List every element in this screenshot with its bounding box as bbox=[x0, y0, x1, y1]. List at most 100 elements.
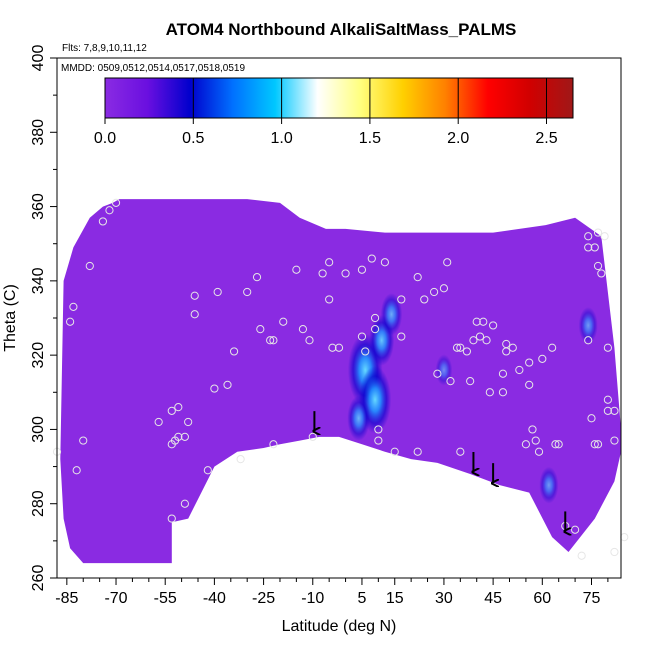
sample-point bbox=[610, 547, 619, 557]
sample-point bbox=[370, 325, 380, 334]
sample-point bbox=[252, 273, 262, 282]
sample-point bbox=[111, 198, 121, 207]
sample-point bbox=[390, 447, 399, 456]
y-tick-label: 400 bbox=[30, 45, 47, 72]
x-tick-label: -70 bbox=[104, 590, 127, 607]
sample-point bbox=[593, 261, 603, 271]
colorbar-bar bbox=[104, 77, 574, 119]
sample-point bbox=[479, 317, 488, 326]
sample-point bbox=[525, 358, 534, 367]
sample-point bbox=[190, 291, 199, 300]
sample-point bbox=[328, 343, 337, 352]
mmdd-label: MMDD: 0509,0512,0514,0517,0518,0519 bbox=[61, 63, 245, 74]
hotspot-3 bbox=[347, 395, 371, 441]
sample-point bbox=[413, 273, 422, 282]
sample-point bbox=[85, 261, 94, 271]
sample-point bbox=[489, 321, 498, 330]
y-tick-label: 360 bbox=[30, 193, 47, 220]
sample-point bbox=[452, 343, 462, 352]
sample-point bbox=[66, 317, 75, 326]
sample-point bbox=[357, 332, 367, 341]
sample-point bbox=[325, 295, 334, 304]
sample-point bbox=[184, 417, 193, 427]
y-tick-label: 280 bbox=[30, 490, 47, 517]
sample-point bbox=[279, 317, 288, 326]
sample-point bbox=[334, 343, 344, 352]
sample-point bbox=[190, 310, 199, 319]
sample-point bbox=[521, 440, 531, 449]
sample-point bbox=[584, 232, 593, 241]
sample-point bbox=[229, 347, 239, 356]
sample-point bbox=[357, 265, 367, 274]
sample-point bbox=[256, 325, 265, 334]
sample-point bbox=[266, 336, 275, 345]
x-tick-label: -85 bbox=[55, 590, 78, 607]
sample-point bbox=[72, 466, 81, 475]
sample-point bbox=[374, 436, 383, 445]
sample-point bbox=[508, 343, 517, 352]
field-region bbox=[60, 199, 622, 564]
sample-point bbox=[292, 265, 301, 274]
sample-point bbox=[429, 287, 439, 297]
sample-point bbox=[472, 317, 481, 326]
sample-point bbox=[318, 269, 327, 278]
hotspot-6 bbox=[578, 307, 598, 344]
sample-point bbox=[531, 436, 540, 445]
y-axis: 260 280 300 320 340 360 380 400 bbox=[30, 45, 57, 591]
sample-point bbox=[587, 414, 596, 423]
colorbar-tick-label: 1.5 bbox=[359, 130, 381, 147]
sample-point bbox=[456, 343, 465, 352]
sample-point bbox=[420, 295, 429, 304]
sample-point bbox=[456, 447, 465, 456]
sample-point bbox=[597, 269, 606, 278]
sample-point bbox=[69, 302, 78, 311]
sample-point bbox=[593, 228, 603, 237]
sample-point bbox=[538, 354, 547, 363]
sample-point bbox=[525, 380, 534, 389]
sample-point bbox=[515, 365, 524, 375]
x-tick-label: 30 bbox=[435, 590, 453, 607]
heatmap-field bbox=[60, 199, 622, 564]
y-tick-label: 320 bbox=[30, 342, 47, 369]
sample-point bbox=[154, 417, 163, 427]
sample-point bbox=[397, 295, 406, 304]
sample-point bbox=[603, 406, 612, 415]
sample-point bbox=[370, 313, 380, 323]
chart-title: ATOM4 Northbound AlkaliSaltMass_PALMS bbox=[166, 20, 517, 39]
hotspot-5 bbox=[539, 466, 559, 504]
sample-point bbox=[554, 440, 563, 449]
sample-point bbox=[269, 336, 278, 345]
sample-point bbox=[603, 395, 612, 404]
sample-point bbox=[475, 332, 485, 341]
colorbar-tick-label: 2.5 bbox=[535, 130, 557, 147]
sample-point bbox=[298, 325, 308, 334]
x-tick-label: -25 bbox=[252, 590, 275, 607]
sample-point bbox=[584, 243, 593, 252]
sample-point bbox=[498, 388, 508, 397]
sample-point bbox=[174, 403, 183, 412]
sample-point bbox=[223, 380, 232, 389]
x-tick-label: 5 bbox=[358, 590, 367, 607]
colorbar-tick-label: 1.0 bbox=[270, 130, 292, 147]
sample-point bbox=[236, 455, 245, 464]
sample-point bbox=[462, 347, 471, 356]
sample-point bbox=[469, 336, 478, 345]
sample-point bbox=[548, 343, 557, 352]
x-tick-label: 45 bbox=[484, 590, 502, 607]
sample-point bbox=[570, 525, 580, 534]
sample-point bbox=[269, 440, 278, 449]
sample-point bbox=[167, 406, 176, 415]
x-tick-label: -10 bbox=[301, 590, 324, 607]
colorbar: 0.0 0.5 1.0 1.5 2.0 2.5 bbox=[94, 77, 574, 147]
sample-point bbox=[98, 217, 108, 226]
hotspot-layer bbox=[347, 293, 598, 504]
sample-point bbox=[584, 336, 593, 345]
colorbar-tick-label: 0.0 bbox=[94, 130, 116, 147]
sample-point bbox=[439, 284, 449, 293]
sample-point bbox=[446, 377, 455, 386]
x-tick-label: -55 bbox=[154, 590, 177, 607]
sample-point bbox=[361, 347, 370, 356]
sample-point bbox=[482, 336, 491, 345]
x-axis-label: Latitude (deg N) bbox=[282, 618, 397, 635]
